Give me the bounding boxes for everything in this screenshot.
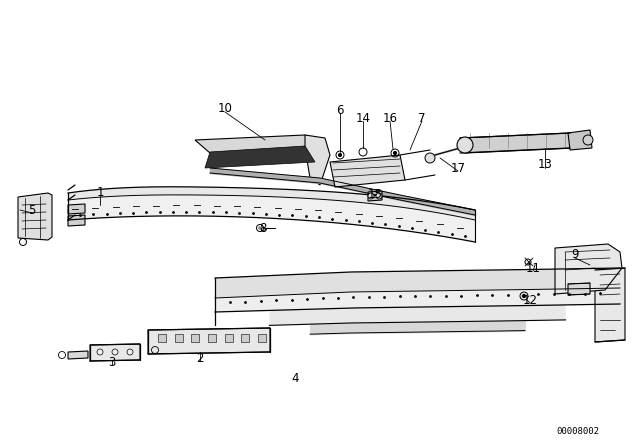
Polygon shape [241,334,250,342]
Text: 5: 5 [28,203,36,216]
Text: 2: 2 [196,352,204,365]
Polygon shape [305,135,330,185]
Circle shape [97,349,103,355]
Polygon shape [18,193,52,240]
Circle shape [259,227,261,229]
Polygon shape [568,130,592,150]
Circle shape [457,137,473,153]
Polygon shape [460,133,575,153]
Polygon shape [191,334,199,342]
Polygon shape [368,191,382,201]
Polygon shape [68,187,475,220]
Text: 7: 7 [419,112,426,125]
Polygon shape [175,334,182,342]
Polygon shape [68,195,475,242]
Text: 14: 14 [355,112,371,125]
Polygon shape [555,244,622,294]
Polygon shape [330,155,405,187]
Circle shape [520,292,528,300]
Polygon shape [568,283,590,295]
Polygon shape [205,146,315,168]
Text: 6: 6 [336,103,344,116]
Text: 9: 9 [572,249,579,262]
Polygon shape [68,215,85,226]
Circle shape [376,193,382,199]
Polygon shape [68,351,88,359]
Polygon shape [208,334,216,342]
Circle shape [339,154,342,156]
Text: 1: 1 [96,185,104,198]
Text: 10: 10 [218,102,232,115]
Text: 8: 8 [259,221,267,234]
Circle shape [127,349,133,355]
Polygon shape [90,344,140,361]
Text: 13: 13 [538,159,552,172]
Text: 12: 12 [522,293,538,306]
Polygon shape [269,305,566,325]
Text: 00008002: 00008002 [557,427,600,436]
Polygon shape [215,268,620,298]
Circle shape [425,153,435,163]
Text: 3: 3 [108,356,116,369]
Text: 11: 11 [525,262,541,275]
Polygon shape [595,268,625,342]
Polygon shape [215,288,620,312]
Polygon shape [225,334,233,342]
Polygon shape [148,328,270,354]
Polygon shape [258,334,266,342]
Circle shape [112,349,118,355]
Polygon shape [195,135,320,153]
Text: 4: 4 [291,371,299,384]
Text: 16: 16 [383,112,397,125]
Text: 15: 15 [367,189,383,202]
Circle shape [368,193,374,199]
Circle shape [522,294,525,297]
Polygon shape [68,204,85,214]
Text: 17: 17 [451,161,465,175]
Circle shape [394,151,397,155]
Polygon shape [158,334,166,342]
Circle shape [583,135,593,145]
